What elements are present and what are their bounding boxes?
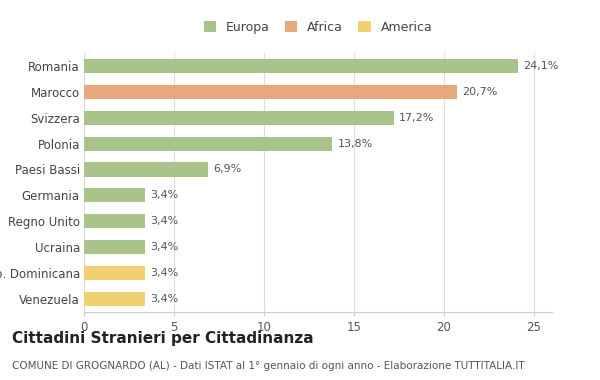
Bar: [84, 214, 145, 228]
Bar: [84, 266, 145, 280]
Bar: [84, 291, 145, 306]
Text: Cittadini Stranieri per Cittadinanza: Cittadini Stranieri per Cittadinanza: [12, 331, 314, 345]
Text: 3,4%: 3,4%: [151, 294, 179, 304]
Text: 3,4%: 3,4%: [151, 216, 179, 226]
Text: 13,8%: 13,8%: [338, 139, 373, 149]
Text: 3,4%: 3,4%: [151, 190, 179, 200]
Text: 20,7%: 20,7%: [462, 87, 497, 97]
Text: 6,9%: 6,9%: [214, 165, 242, 174]
Text: 3,4%: 3,4%: [151, 242, 179, 252]
Legend: Europa, Africa, America: Europa, Africa, America: [201, 19, 435, 36]
Bar: [84, 162, 208, 177]
Bar: [84, 136, 332, 151]
Bar: [84, 85, 457, 99]
Text: 3,4%: 3,4%: [151, 268, 179, 278]
Bar: [84, 111, 394, 125]
Bar: [84, 240, 145, 254]
Bar: [84, 59, 518, 73]
Text: COMUNE DI GROGNARDO (AL) - Dati ISTAT al 1° gennaio di ogni anno - Elaborazione : COMUNE DI GROGNARDO (AL) - Dati ISTAT al…: [12, 361, 524, 371]
Bar: [84, 188, 145, 203]
Text: 24,1%: 24,1%: [523, 61, 559, 71]
Text: 17,2%: 17,2%: [399, 113, 434, 123]
